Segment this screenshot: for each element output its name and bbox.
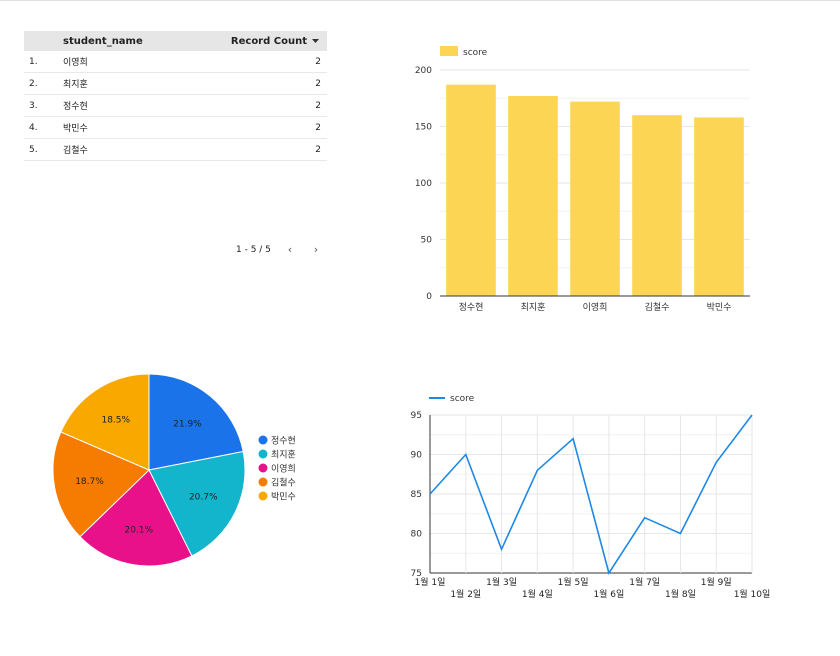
x-tick-label: 이영희 [583,301,608,313]
legend-dot [258,435,268,445]
pie-slice-label: 21.9% [173,419,202,429]
bar[interactable] [694,117,744,297]
x-tick-label: 최지훈 [521,301,546,313]
top-divider [0,0,840,1]
bar[interactable] [446,84,496,296]
record-count-label: Record Count [230,35,307,47]
x-tick-label: 1월 6일 [593,588,624,600]
pie-slice-label: 18.7% [75,477,104,487]
pie-slice-label: 18.5% [101,415,130,425]
row-student-name: 이영희 [63,58,88,68]
pie-slice[interactable] [60,373,150,471]
y-tick-label: 80 [411,530,423,540]
pie-slice[interactable] [148,373,244,471]
legend-dot [258,463,268,473]
x-tick-label: 1월 3일 [486,576,517,588]
table-row[interactable]: 4. 박민수 2 [24,117,327,139]
legend-label-score: score [463,48,488,58]
row-index: 2. [29,78,38,89]
column-header-student-name[interactable]: student_name [63,35,143,47]
table-row[interactable]: 3. 정수현 2 [24,95,327,117]
row-index: 5. [29,144,38,155]
column-header-record-count[interactable]: Record Count [231,36,319,47]
legend-label: 박민수 [271,492,296,503]
legend-dot [258,449,268,459]
y-tick-label: 50 [421,236,433,246]
student-table: student_name Record Count 1. 이영희 2 2. 최지훈 2 3.… [24,31,327,161]
x-tick-label: 1월 7일 [629,576,660,588]
pie-slice[interactable] [148,450,246,557]
legend-dot [258,491,268,501]
bar[interactable] [570,101,620,296]
table-row[interactable]: 1. 이영희 2 [24,51,327,73]
row-record-count: 2 [315,100,321,111]
row-student-name: 최지훈 [63,80,88,90]
table-row[interactable]: 5. 김철수 2 [24,139,327,161]
legend-dot [258,477,268,487]
row-index: 3. [29,100,38,111]
bar-chart: score 0 50 100 150 200 정수현 최지훈 이영희 김철수 박민수 [415,46,750,313]
legend-label: 정수현 [271,436,296,447]
x-tick-label: 1월 1일 [415,576,446,588]
pie-slice-label: 20.1% [124,526,153,536]
row-index: 4. [29,122,38,133]
legend-swatch-score [440,46,458,56]
pie-slice[interactable] [52,431,150,538]
x-tick-label: 김철수 [645,301,670,313]
table-row[interactable]: 2. 최지훈 2 [24,73,327,95]
line-chart: score 75 80 85 90 95 1월 1일 1월 2일 1월 3일 1월 4일 1월 5일… [411,394,771,600]
legend-label: 김철수 [271,477,296,489]
x-tick-label: 정수현 [459,302,484,313]
x-tick-label: 박민수 [707,302,732,313]
row-student-name: 김철수 [63,146,88,156]
x-tick-label: 1월 2일 [450,588,481,600]
y-tick-label: 100 [415,179,432,189]
pie-slice[interactable] [79,469,193,567]
y-tick-label: 85 [411,490,422,500]
y-tick-label: 95 [411,411,422,421]
caret-down-icon [312,38,319,43]
row-student-name: 정수현 [63,102,88,112]
x-tick-label: 1월 4일 [522,588,553,600]
x-tick-label: 1월 9일 [701,576,732,588]
y-tick-label: 0 [426,292,432,302]
row-index: 1. [29,56,38,67]
x-tick-label: 1월 5일 [558,576,589,588]
pagination-label: 1 - 5 / 5 [236,244,271,255]
bar[interactable] [632,115,682,296]
pagination: 1 - 5 / 5 ‹ › [236,243,323,256]
legend-label: 최지훈 [271,449,296,461]
y-tick-label: 150 [415,123,432,133]
row-record-count: 2 [315,144,321,155]
y-tick-label: 200 [415,66,432,76]
row-student-name: 박민수 [63,124,88,134]
legend-label: 이영희 [271,463,296,475]
pie-slice-label: 20.7% [189,493,218,503]
row-record-count: 2 [315,78,321,89]
table-header: student_name Record Count [24,31,327,51]
x-tick-label: 1월 10일 [734,588,771,600]
chevron-left-icon[interactable]: ‹ [287,243,293,256]
row-record-count: 2 [315,56,321,67]
row-record-count: 2 [315,122,321,133]
y-tick-label: 90 [411,451,423,461]
bar[interactable] [508,95,558,296]
legend-label-score: score [450,394,475,404]
y-tick-label: 75 [411,569,422,579]
series-line-score[interactable] [429,414,753,575]
x-tick-label: 1월 8일 [665,588,696,600]
chevron-right-icon[interactable]: › [313,243,319,256]
